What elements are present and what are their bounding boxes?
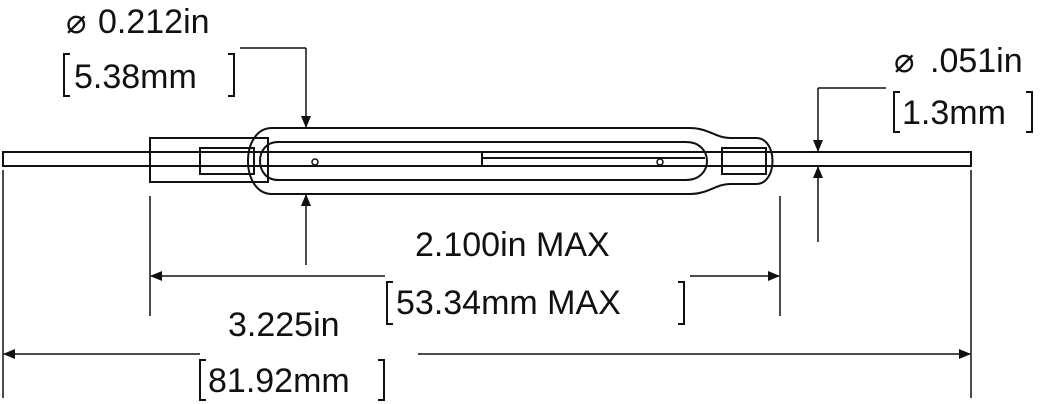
- overall-length-inch: 3.225in: [228, 306, 340, 344]
- reed-notch-left: [311, 158, 319, 166]
- body-diameter-bracket-right: [228, 53, 235, 97]
- lead-diameter-symbol: ⌀: [894, 42, 914, 80]
- lead-diameter-bracket-right: [1026, 91, 1033, 133]
- body-length-bracket-right: [678, 281, 685, 325]
- lead-diameter-mm: 1.3mm: [902, 94, 1006, 132]
- reed-notch-right: [656, 158, 664, 166]
- left-inner-sleeve: [199, 147, 255, 175]
- overall-length-bracket-left: [199, 359, 206, 401]
- body-length-mm: 53.34mm MAX: [396, 284, 621, 322]
- body-diameter-inch: 0.212in: [98, 3, 210, 41]
- overall-length-bracket-right: [378, 359, 385, 401]
- right-sleeve: [721, 147, 767, 175]
- lead-diameter-bracket-left: [893, 91, 900, 133]
- body-diameter-symbol: ⌀: [66, 3, 86, 41]
- right-reed: [482, 151, 705, 167]
- glass-inner: [259, 141, 708, 181]
- body-length-inch: 2.100in MAX: [415, 226, 610, 264]
- glass-body: [247, 127, 774, 195]
- body-diameter-mm: 5.38mm: [74, 58, 197, 96]
- lead-diameter-inch: .051in: [930, 42, 1023, 80]
- body-length-bracket-left: [386, 281, 393, 325]
- overall-length-mm: 81.92mm: [208, 362, 350, 400]
- body-diameter-bracket-left: [63, 53, 70, 97]
- left-sleeve: [149, 137, 269, 183]
- left-reed: [272, 151, 483, 167]
